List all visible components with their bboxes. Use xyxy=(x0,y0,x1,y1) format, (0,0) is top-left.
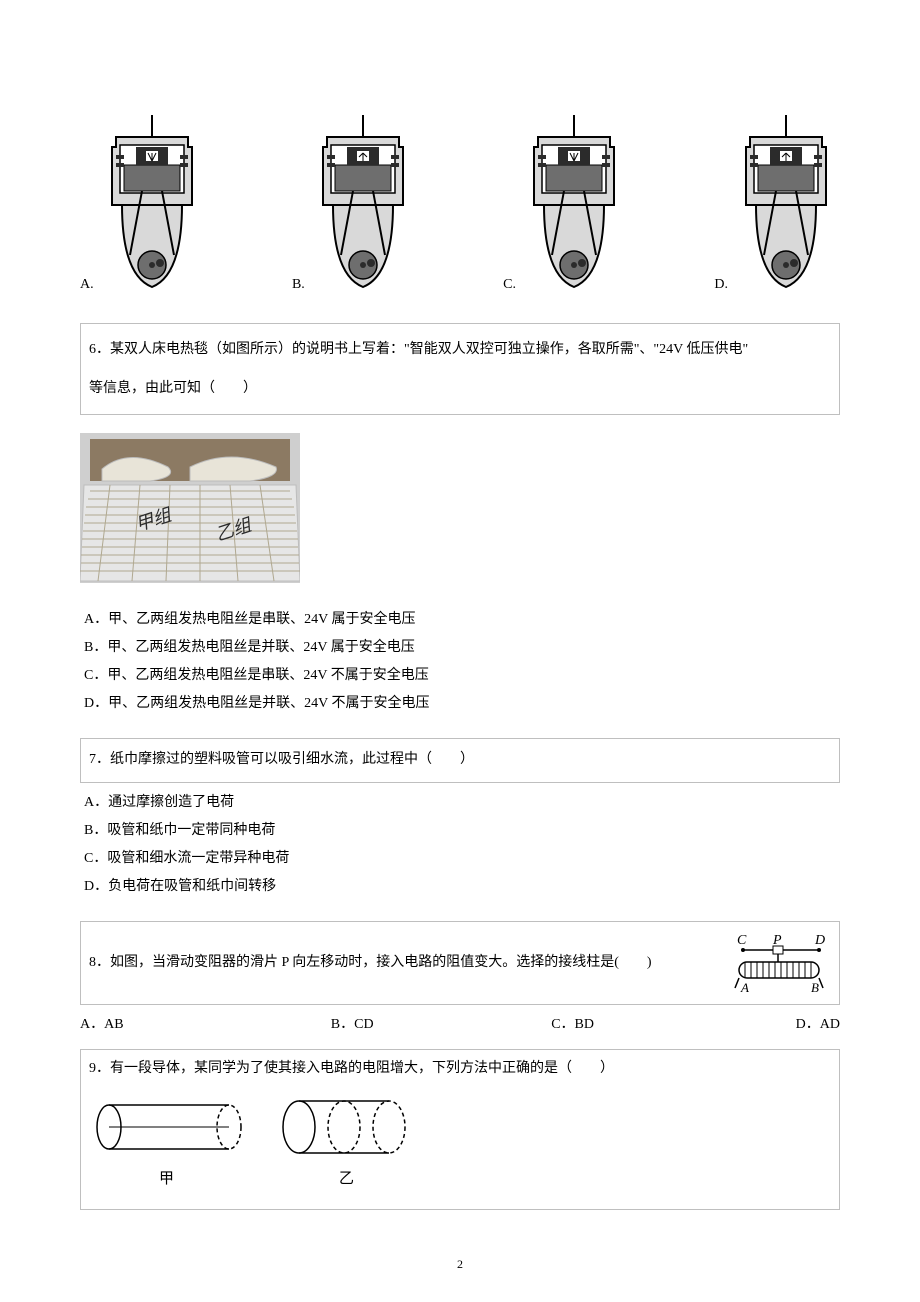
q9-label-left: 甲 xyxy=(159,1171,174,1187)
engine-option-a: A. xyxy=(80,115,206,295)
svg-text:D: D xyxy=(814,933,825,948)
page-number: 2 xyxy=(0,1257,920,1272)
q8-choice-b: B．CD xyxy=(331,1013,374,1033)
engine-diagram-c xyxy=(520,115,628,295)
q6-choices: A．甲、乙两组发热电阻丝是串联、24V 属于安全电压 B．甲、乙两组发热电阻丝是… xyxy=(80,606,840,718)
option-letter-b: B. xyxy=(292,277,305,293)
engine-diagram-a xyxy=(98,115,206,295)
q7-stem-box: 7．纸巾摩擦过的塑料吸管可以吸引细水流，此过程中（ ） xyxy=(80,738,840,783)
option-letter-c: C. xyxy=(503,277,516,293)
q6-choice-d: D．甲、乙两组发热电阻丝是并联、24V 不属于安全电压 xyxy=(84,690,840,718)
q7-stem: 7．纸巾摩擦过的塑料吸管可以吸引细水流，此过程中（ ） xyxy=(89,752,474,767)
q6-stem-line1: 6．某双人床电热毯（如图所示）的说明书上写着："智能双人双控可独立操作，各取所需… xyxy=(89,330,831,369)
q8-choice-a: A．AB xyxy=(80,1013,124,1033)
q6-choice-a: A．甲、乙两组发热电阻丝是串联、24V 属于安全电压 xyxy=(84,606,840,634)
q9-stem-box: 9．有一段导体，某同学为了使其接入电路的电阻增大，下列方法中正确的是（ ） 甲 … xyxy=(80,1049,840,1209)
q6-choice-c: C．甲、乙两组发热电阻丝是串联、24V 不属于安全电压 xyxy=(84,662,840,690)
q8-stem-box: 8．如图，当滑动变阻器的滑片 P 向左移动时，接入电路的阻值变大。选择的接线柱是… xyxy=(80,921,840,1005)
q6-stem-line2: 等信息，由此可知（ ） xyxy=(89,369,831,408)
q6-image: 甲组 乙组 xyxy=(80,433,840,588)
q9-image: 甲 乙 xyxy=(89,1097,831,1202)
q9-label-right: 乙 xyxy=(339,1171,354,1187)
engine-options-row: A. B. xyxy=(80,115,840,295)
engine-option-d: D. xyxy=(714,115,840,295)
svg-text:A: A xyxy=(740,980,749,994)
engine-option-c: C. xyxy=(503,115,628,295)
q8-choice-d: D．AD xyxy=(796,1013,840,1033)
option-letter-d: D. xyxy=(714,277,728,293)
svg-text:B: B xyxy=(811,980,819,994)
q8-stem: 8．如图，当滑动变阻器的滑片 P 向左移动时，接入电路的阻值变大。选择的接线柱是… xyxy=(89,952,723,974)
q7-choice-a: A．通过摩擦创造了电荷 xyxy=(84,789,840,817)
q6-stem-box: 6．某双人床电热毯（如图所示）的说明书上写着："智能双人双控可独立操作，各取所需… xyxy=(80,323,840,415)
svg-text:C: C xyxy=(737,933,747,948)
q7-choice-c: C．吸管和细水流一定带异种电荷 xyxy=(84,845,840,873)
engine-option-b: B. xyxy=(292,115,417,295)
option-letter-a: A. xyxy=(80,277,94,293)
engine-diagram-d xyxy=(732,115,840,295)
q8-rheostat-diagram: C P D A B xyxy=(723,932,831,994)
q6-choice-b: B．甲、乙两组发热电阻丝是并联、24V 属于安全电压 xyxy=(84,634,840,662)
q7-choice-d: D．负电荷在吸管和纸巾间转移 xyxy=(84,873,840,901)
q9-stem: 9．有一段导体，某同学为了使其接入电路的电阻增大，下列方法中正确的是（ ） xyxy=(89,1056,831,1081)
q7-choices: A．通过摩擦创造了电荷 B．吸管和纸巾一定带同种电荷 C．吸管和细水流一定带异种… xyxy=(80,789,840,901)
engine-diagram-b xyxy=(309,115,417,295)
q8-choices: A．AB B．CD C．BD D．AD xyxy=(80,1013,840,1033)
q8-choice-c: C．BD xyxy=(551,1013,594,1033)
q7-choice-b: B．吸管和纸巾一定带同种电荷 xyxy=(84,817,840,845)
